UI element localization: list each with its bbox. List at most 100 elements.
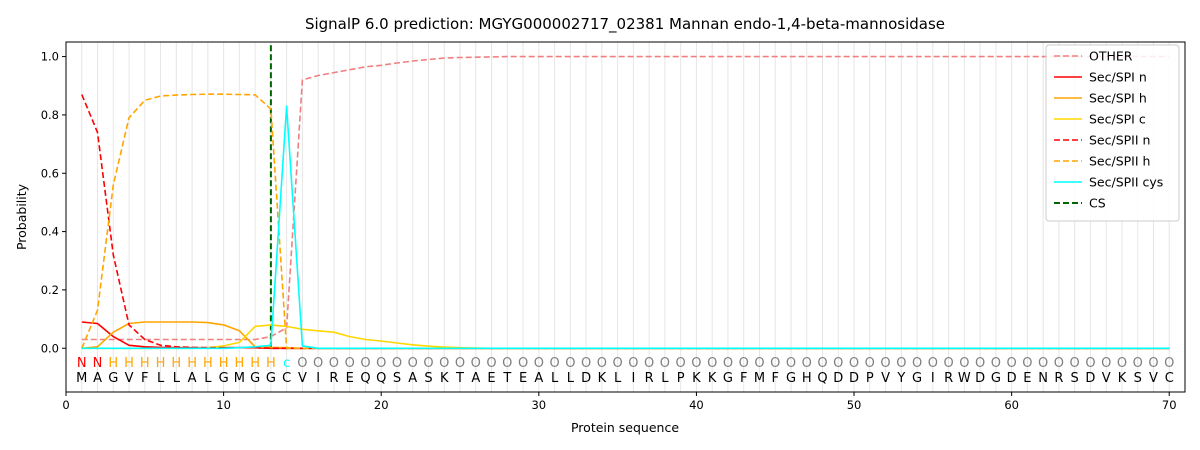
x-tick-label: 30 [531,398,546,412]
residue-letter: D [849,371,859,386]
annotation-letter: O [691,356,701,371]
annotation-letter: H [187,356,197,371]
residue-letter: Q [817,371,827,386]
series-line-sec-spi-c [81,324,1170,350]
annotation-letter: O [518,356,528,371]
residue-letter: D [1085,371,1095,386]
residue-letter: D [1007,371,1017,386]
residue-letter: I [631,371,635,386]
residue-letter: N [1038,371,1048,386]
residue-letter: L [614,371,622,386]
residue-letter: F [141,371,148,386]
annotation-letter: O [817,356,827,371]
annotation-letter: O [1148,356,1158,371]
residue-letter: V [881,371,890,386]
annotation-letter: H [203,356,213,371]
residue-letter: G [219,371,229,386]
residue-letter: L [661,371,669,386]
annotation-letter: H [124,356,134,371]
x-tick-label: 60 [1004,398,1019,412]
annotation-letter: O [1070,356,1080,371]
residue-letter: G [108,371,118,386]
annotation-letter: O [345,356,355,371]
residue-letter: G [991,371,1001,386]
residue-letter: Q [376,371,386,386]
residue-letter: V [298,371,307,386]
annotation-letter: O [439,356,449,371]
legend-label: Sec/SPII cys [1089,175,1163,190]
residue-letter: C [1165,371,1174,386]
annotation-letter: O [880,356,890,371]
chart-title: SignalP 6.0 prediction: MGYG000002717_02… [305,15,945,34]
series-line-sec-spii-h [81,93,1170,350]
annotation-letter: N [93,356,103,371]
x-axis-label: Protein sequence [571,420,679,435]
annotation-letter: O [660,356,670,371]
residue-letter: R [944,371,953,386]
y-tick-label: 0.0 [41,341,59,355]
residue-letter: E [346,371,354,386]
residue-letter: P [866,371,874,386]
series-line-sec-spii-cys [81,105,1170,350]
residue-letter: E [1023,371,1031,386]
residue-letter: S [424,371,432,386]
legend-box [1045,44,1180,222]
annotation-letter: c [283,356,290,371]
residue-letter: M [76,371,87,386]
legend-label: Sec/SPII h [1089,154,1150,169]
annotation-letter: O [707,356,717,371]
annotation-letter: O [912,356,922,371]
y-tick-label: 0.2 [41,283,59,297]
annotation-letter: O [376,356,386,371]
residue-letter: D [581,371,591,386]
annotation-letter: O [486,356,496,371]
annotation-letter: O [802,356,812,371]
annotation-letter: O [565,356,575,371]
residue-letter: D [975,371,985,386]
annotation-letter: O [329,356,339,371]
annotation-letter: O [865,356,875,371]
x-tick-label: 0 [62,398,69,412]
residue-letter: F [771,371,778,386]
residue-letter: E [519,371,527,386]
residue-letter: Q [360,371,370,386]
annotation-letter: O [770,356,780,371]
annotation-letter: H [250,356,260,371]
annotation-letter: H [171,356,181,371]
residue-letter: L [173,371,181,386]
annotation-letter: O [1101,356,1111,371]
series-line-sec-spi-n [81,321,1170,350]
legend-label: Sec/SPI h [1089,91,1147,106]
residue-letter: A [534,371,543,386]
residue-letter: S [1134,371,1142,386]
residue-letter: L [157,371,165,386]
annotation-letter: H [108,356,118,371]
legend-label: Sec/SPII n [1089,133,1150,148]
residue-letter: I [316,371,320,386]
residue-letter: R [1054,371,1063,386]
y-tick-label: 0.4 [41,225,59,239]
x-axis-ticks: 0 10 20 30 40 50 60 70 [62,392,1177,412]
residue-letter: A [93,371,102,386]
annotation-letter: O [754,356,764,371]
legend-label: Sec/SPI n [1089,70,1147,85]
residue-letter: K [1118,371,1127,386]
residue-letter: D [833,371,843,386]
annotation-letter: O [297,356,307,371]
residue-letter: R [329,371,338,386]
annotation-letter: O [959,356,969,371]
annotation-letter: O [597,356,607,371]
annotation-letter: O [613,356,623,371]
residue-letter: C [282,371,291,386]
annotation-letter: O [723,356,733,371]
residue-letter: K [598,371,607,386]
annotation-letter: O [943,356,953,371]
annotation-letter: O [786,356,796,371]
series-line-other [81,55,1170,341]
x-tick-label: 70 [1162,398,1177,412]
y-tick-label: 0.8 [41,108,59,122]
legend-label: Sec/SPI c [1089,112,1146,127]
annotation-letter: O [849,356,859,371]
annotation-letter: O [676,356,686,371]
